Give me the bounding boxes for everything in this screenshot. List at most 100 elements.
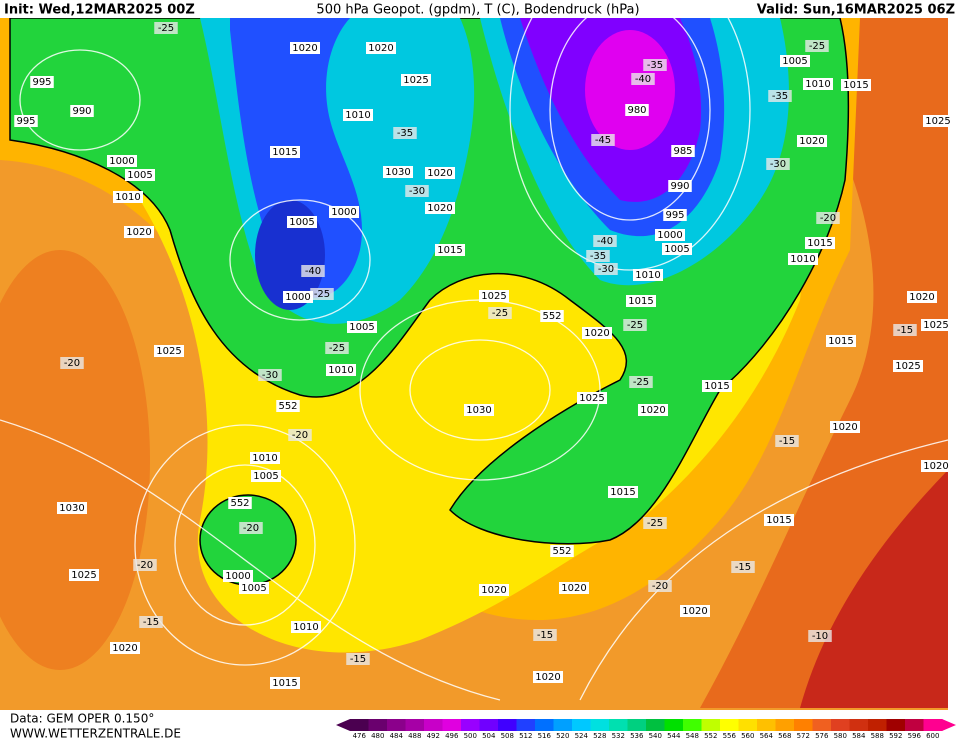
pressure-label: 1005 (289, 217, 314, 228)
label-box (343, 109, 373, 121)
label-box (775, 435, 799, 447)
pressure-label: 1015 (610, 487, 635, 498)
label-box (766, 158, 790, 170)
label-box (290, 42, 320, 54)
colorbar-label: 492 (427, 732, 440, 740)
pressure-label: 985 (673, 146, 692, 157)
label-box (816, 212, 840, 224)
colorbar-label: 576 (815, 732, 829, 740)
label-box (479, 584, 509, 596)
pressure-label: 1020 (292, 43, 317, 54)
pressure-label: 1010 (328, 365, 353, 376)
label-box (110, 642, 140, 654)
label-box (893, 360, 923, 372)
label-box (276, 400, 300, 412)
temperature-label: -15 (350, 654, 366, 665)
label-box (125, 169, 155, 181)
temperature-label: -20 (292, 430, 308, 441)
label-box (550, 545, 574, 557)
label-box (921, 460, 951, 472)
pressure-label: 1020 (909, 292, 934, 303)
pressure-label: 1000 (285, 292, 310, 303)
label-box (425, 167, 455, 179)
colorbar-label: 536 (630, 732, 644, 740)
label-box (113, 191, 143, 203)
label-box (435, 244, 465, 256)
temperature-label: -15 (897, 325, 913, 336)
temperature-label: -35 (772, 91, 788, 102)
label-box (841, 79, 871, 91)
label-box (594, 263, 618, 275)
label-box (923, 115, 953, 127)
label-box (310, 288, 334, 300)
colorbar-cell (350, 719, 369, 731)
pressure-label: 1030 (59, 503, 84, 514)
colorbar-label: 588 (871, 732, 884, 740)
colorbar-cell (849, 719, 869, 731)
colorbar-cell (683, 719, 702, 731)
label-box (251, 470, 281, 482)
map-fields (0, 17, 949, 710)
pressure-label: 1015 (272, 678, 297, 689)
pressure-label: 1010 (790, 254, 815, 265)
pressure-label: 1025 (923, 320, 948, 331)
colorbar-cell (442, 719, 462, 731)
label-box (133, 559, 157, 571)
label-box (631, 73, 655, 85)
label-box (533, 671, 563, 683)
temperature-label: -25 (647, 518, 663, 529)
temperature-label: -20 (137, 560, 153, 571)
colorbar-cell (424, 719, 443, 731)
pressure-label: 1015 (828, 336, 853, 347)
colorbar-cell (868, 719, 887, 731)
label-box (540, 310, 564, 322)
pressure-label: 552 (542, 311, 561, 322)
pressure-label: 552 (230, 498, 249, 509)
temperature-label: -40 (305, 266, 321, 277)
pressure-label: 1020 (682, 606, 707, 617)
colorbar-label: 592 (889, 732, 902, 740)
pressure-label: 1005 (349, 322, 374, 333)
pressure-label: 1015 (437, 245, 462, 256)
temperature-label: -35 (647, 60, 663, 71)
pressure-label: 980 (627, 105, 646, 116)
colorbar-arrow-right (942, 719, 956, 731)
pressure-label: 1020 (535, 672, 560, 683)
colorbar-label: 544 (667, 732, 681, 740)
colorbar: 476 480 484 488 492 496 500 504 508 512 516 520 524 5… (336, 719, 956, 740)
pressure-label: 1010 (345, 110, 370, 121)
label-box (124, 226, 154, 238)
colorbar-cell (553, 719, 573, 731)
label-box (768, 90, 792, 102)
temperature-label: -25 (633, 377, 649, 388)
label-box (663, 209, 687, 221)
pressure-label: 1005 (127, 170, 152, 181)
label-box (57, 502, 87, 514)
label-box (69, 569, 99, 581)
label-box (648, 580, 672, 592)
contour-labels: 1020 102099599099510251010-35101510001005… (14, 22, 953, 689)
temperature-label: -15 (143, 617, 159, 628)
colorbar-cell (923, 719, 943, 731)
label-box (764, 514, 794, 526)
colorbar-cell (590, 719, 610, 731)
pressure-label: 552 (278, 401, 297, 412)
label-box (643, 517, 667, 529)
temperature-label: -25 (329, 343, 345, 354)
label-box (325, 342, 349, 354)
pressure-label: 1025 (71, 570, 96, 581)
label-box (401, 74, 431, 86)
pressure-label: 1005 (664, 244, 689, 255)
label-box (662, 243, 692, 255)
colorbar-label: 556 (723, 732, 737, 740)
label-box (223, 570, 253, 582)
temperature-label: -25 (809, 41, 825, 52)
label-box (797, 135, 827, 147)
label-box (326, 364, 356, 376)
label-box (826, 335, 856, 347)
label-box (559, 582, 589, 594)
label-box (591, 134, 615, 146)
temperature-label: -25 (492, 308, 508, 319)
pressure-label: 1005 (782, 56, 807, 67)
label-box (830, 421, 860, 433)
